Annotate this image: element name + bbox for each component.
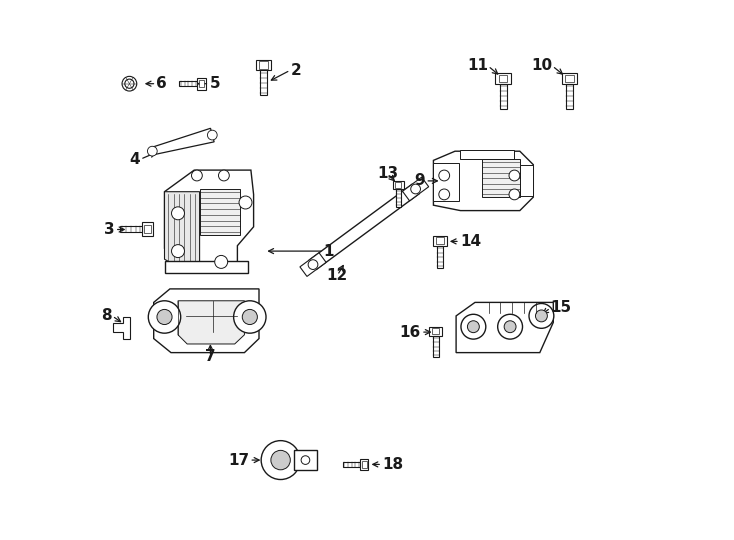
Bar [482, 159, 520, 197]
Text: 18: 18 [382, 457, 403, 472]
Text: 5: 5 [209, 76, 220, 91]
Circle shape [536, 310, 548, 322]
Circle shape [219, 170, 229, 181]
Bar [395, 183, 401, 188]
Text: 16: 16 [400, 325, 421, 340]
Bar [120, 226, 142, 232]
Circle shape [125, 79, 134, 88]
Circle shape [242, 309, 258, 325]
Circle shape [509, 189, 520, 200]
Bar [432, 328, 439, 334]
Circle shape [461, 314, 486, 339]
Polygon shape [178, 301, 244, 344]
Bar [144, 225, 151, 233]
Bar [259, 61, 268, 69]
Bar [562, 73, 577, 84]
Circle shape [529, 303, 554, 328]
Bar [520, 165, 534, 196]
Bar [436, 238, 444, 244]
Bar [197, 78, 206, 90]
Bar [565, 75, 574, 82]
Circle shape [498, 314, 523, 339]
Text: 3: 3 [104, 222, 115, 237]
Circle shape [122, 76, 137, 91]
Polygon shape [433, 151, 534, 211]
Bar [343, 462, 360, 467]
Circle shape [509, 170, 520, 181]
Text: 15: 15 [550, 300, 572, 315]
Circle shape [271, 450, 291, 470]
Bar [294, 450, 317, 470]
Polygon shape [456, 302, 553, 353]
Text: 12: 12 [327, 268, 348, 283]
Text: 17: 17 [228, 453, 250, 468]
Bar [142, 221, 153, 237]
Circle shape [504, 321, 516, 333]
Circle shape [172, 245, 184, 258]
Bar [566, 84, 573, 109]
Text: 1: 1 [324, 244, 334, 259]
Bar [255, 59, 271, 70]
Circle shape [308, 260, 318, 269]
Text: 13: 13 [377, 166, 398, 181]
Circle shape [157, 309, 172, 325]
Bar [437, 246, 443, 268]
Bar [362, 461, 367, 468]
Bar [199, 80, 205, 87]
Bar [432, 336, 439, 357]
Bar [433, 163, 459, 201]
Polygon shape [164, 170, 254, 270]
Bar [360, 458, 368, 470]
Text: 11: 11 [467, 58, 488, 73]
Text: 14: 14 [460, 234, 481, 249]
Text: 8: 8 [101, 308, 112, 323]
Circle shape [148, 301, 181, 333]
Bar [460, 150, 515, 159]
Bar [260, 70, 267, 95]
Polygon shape [113, 317, 131, 339]
Circle shape [439, 189, 450, 200]
Circle shape [148, 146, 157, 156]
Text: 4: 4 [130, 152, 140, 167]
Circle shape [233, 301, 266, 333]
Circle shape [239, 196, 252, 209]
Circle shape [192, 170, 203, 181]
Bar [499, 75, 507, 82]
Text: 9: 9 [415, 173, 425, 188]
Bar [179, 81, 197, 86]
Text: 10: 10 [531, 58, 552, 73]
Circle shape [208, 130, 217, 140]
Bar [164, 261, 248, 273]
Circle shape [172, 207, 184, 220]
Text: 6: 6 [156, 76, 167, 91]
Circle shape [411, 184, 421, 194]
Polygon shape [300, 253, 326, 276]
Text: 2: 2 [291, 63, 301, 78]
Text: 7: 7 [205, 349, 216, 364]
Circle shape [261, 441, 300, 480]
Circle shape [439, 170, 450, 181]
Circle shape [468, 321, 479, 333]
Polygon shape [402, 177, 429, 201]
Bar [200, 189, 240, 235]
Polygon shape [151, 129, 214, 155]
Bar [495, 73, 511, 84]
Bar [393, 181, 404, 189]
Circle shape [301, 456, 310, 464]
Bar [500, 84, 506, 109]
Polygon shape [164, 192, 200, 270]
Bar [429, 327, 443, 336]
Circle shape [215, 255, 228, 268]
Bar [396, 189, 401, 207]
Polygon shape [153, 289, 259, 353]
Bar [433, 236, 447, 246]
